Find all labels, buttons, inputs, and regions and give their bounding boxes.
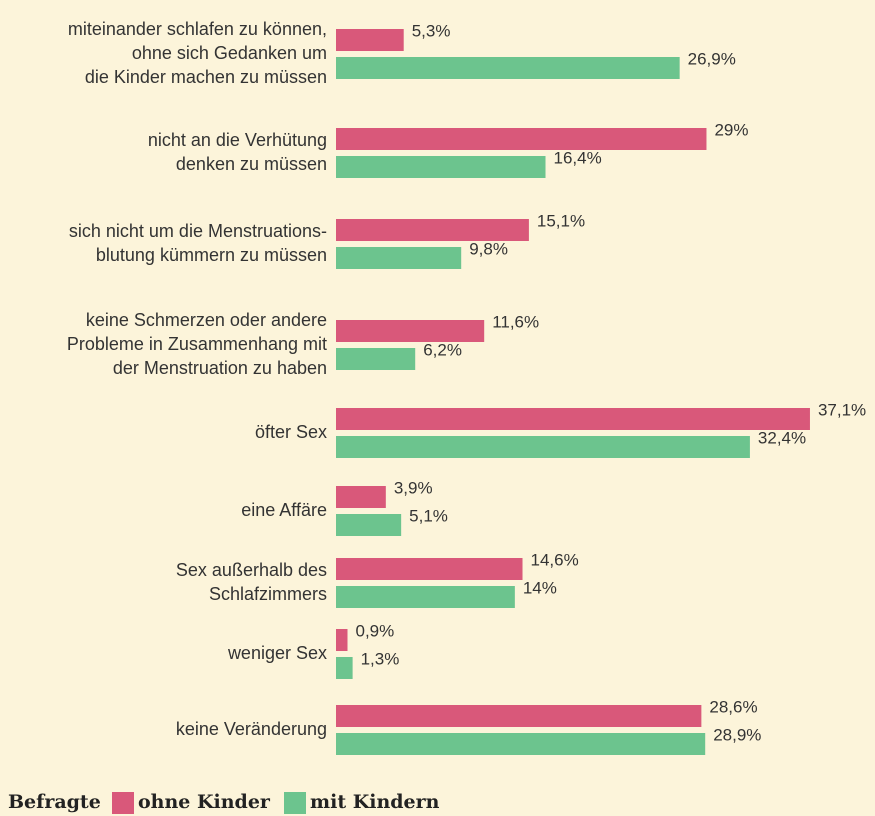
value-label: 15,1%	[537, 211, 585, 230]
category-label: miteinander schlafen zu können, ohne sich…	[68, 19, 327, 87]
bar	[336, 558, 523, 580]
category-label: Sex außerhalb des Schlafzimmers	[176, 560, 327, 604]
bar	[336, 514, 402, 536]
legend-title: Befragte	[8, 791, 101, 813]
bar	[336, 247, 462, 269]
value-label: 0,9%	[355, 621, 394, 640]
value-label: 5,1%	[409, 506, 448, 525]
value-label: 28,9%	[713, 725, 761, 744]
value-label: 14%	[523, 578, 557, 597]
value-label: 29%	[714, 120, 748, 139]
legend-label: mit Kindern	[310, 791, 440, 813]
category-label: weniger Sex	[227, 643, 327, 663]
value-label: 1,3%	[361, 649, 400, 668]
bar	[336, 705, 702, 727]
bar	[336, 486, 386, 508]
bar	[336, 657, 353, 679]
value-label: 6,2%	[423, 340, 462, 359]
value-label: 32,4%	[758, 428, 806, 447]
bar	[336, 408, 810, 430]
bar	[336, 629, 348, 651]
bar	[336, 57, 680, 79]
value-label: 26,9%	[688, 49, 736, 68]
bar	[336, 436, 750, 458]
bar	[336, 156, 546, 178]
category-label: keine Schmerzen oder andere Probleme in Z…	[67, 310, 327, 378]
value-label: 37,1%	[818, 400, 866, 419]
bar	[336, 128, 707, 150]
value-label: 11,6%	[492, 312, 539, 331]
value-label: 16,4%	[554, 148, 602, 167]
value-label: 28,6%	[709, 697, 757, 716]
bar	[336, 348, 416, 370]
category-label: nicht an die Verhütung denken zu müssen	[148, 130, 327, 174]
value-label: 14,6%	[531, 550, 579, 569]
category-label: öfter Sex	[255, 422, 327, 442]
value-label: 5,3%	[412, 21, 451, 40]
category-label: eine Affäre	[241, 500, 327, 520]
legend-swatch	[284, 792, 306, 814]
bar	[336, 29, 404, 51]
legend-swatch	[112, 792, 134, 814]
bar	[336, 219, 529, 241]
bar	[336, 320, 485, 342]
legend-label: ohne Kinder	[138, 791, 271, 813]
bar	[336, 586, 515, 608]
value-label: 9,8%	[469, 239, 508, 258]
category-label: keine Veränderung	[176, 719, 327, 739]
category-label: sich nicht um die Menstruations-blutung …	[69, 221, 327, 265]
bar	[336, 733, 706, 755]
value-label: 3,9%	[394, 478, 433, 497]
